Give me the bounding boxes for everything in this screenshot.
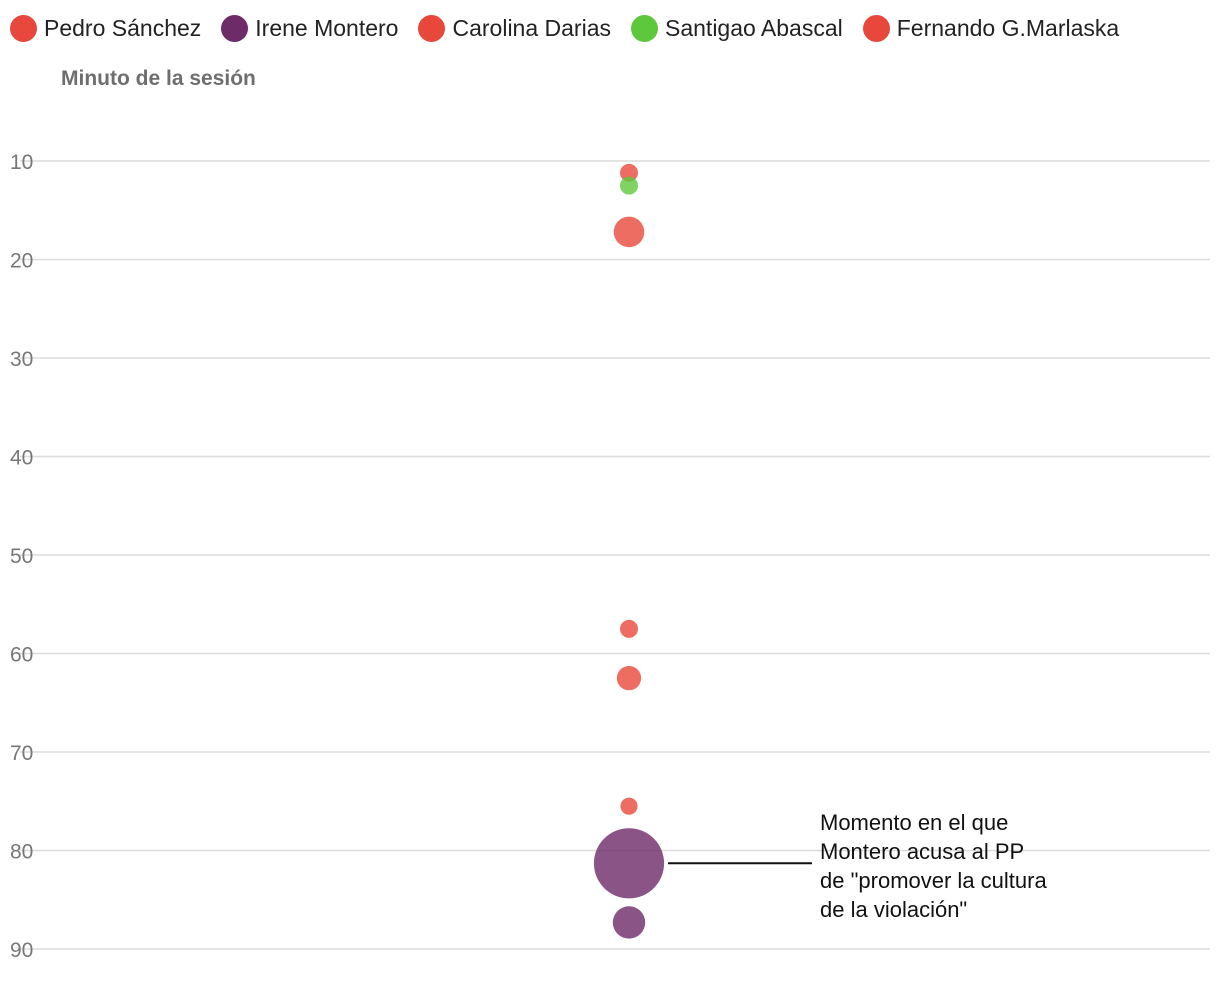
y-tick-label: 90 [10, 939, 33, 962]
annotation-text-line: de la violación" [820, 897, 967, 922]
annotations: Momento en el que Montero acusa al PP de "… [668, 810, 1047, 922]
y-tick-label: 50 [10, 545, 33, 568]
annotation-text-line: Montero acusa al PP [820, 839, 1024, 864]
legend-label: Carolina Darias [452, 14, 611, 41]
y-tick-label: 60 [10, 644, 33, 667]
legend-item: Fernando G.Marlaska [862, 14, 1120, 42]
legend-item: Santigao Abascal [631, 14, 843, 42]
y-tick-label: 30 [10, 348, 33, 371]
annotation-text-line: Momento en el que [820, 810, 1008, 835]
legend-swatch [631, 14, 658, 42]
legend-item: Carolina Darias [418, 14, 611, 42]
legend-swatch [862, 14, 890, 42]
legend-label: Fernando G.Marlaska [896, 14, 1120, 41]
y-tick-label: 80 [10, 841, 33, 864]
legend-item: Pedro Sánchez [10, 14, 202, 42]
y-axis-title: Minuto de la sesión [61, 67, 256, 90]
legend-swatch [418, 14, 446, 42]
legend-swatch [221, 14, 249, 42]
legend-item: Irene Montero [221, 14, 399, 42]
legend-label: Santigao Abascal [665, 14, 843, 41]
data-point [620, 797, 638, 815]
data-points [593, 163, 665, 939]
y-tick-label: 40 [10, 447, 33, 470]
data-point [620, 163, 638, 182]
data-point [613, 216, 645, 248]
legend-label: Pedro Sánchez [44, 14, 202, 41]
data-point [616, 665, 642, 691]
data-point [612, 906, 646, 939]
y-tick-label: 10 [10, 151, 33, 174]
legend-label: Irene Montero [255, 14, 399, 41]
annotation-text-line: de "promover la cultura [820, 868, 1047, 893]
gridlines [20, 160, 1210, 950]
y-axis-ticks: 10 20 30 40 50 60 70 80 90 [10, 151, 33, 962]
data-point [620, 176, 638, 195]
y-tick-label: 20 [10, 250, 33, 273]
data-point [593, 828, 665, 899]
legend: Pedro Sánchez Irene Montero Carolina Daria… [10, 12, 1139, 44]
data-point [620, 619, 638, 638]
y-tick-label: 70 [10, 742, 33, 765]
legend-swatch [10, 14, 37, 42]
